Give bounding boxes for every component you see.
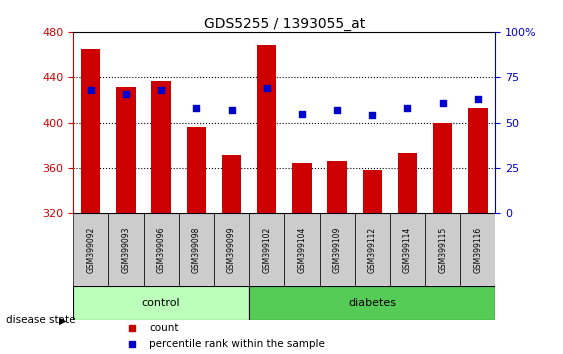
Text: GSM399104: GSM399104	[297, 227, 306, 273]
Bar	[81, 49, 100, 213]
Title: GDS5255 / 1393055_at: GDS5255 / 1393055_at	[204, 17, 365, 31]
Text: GSM399114: GSM399114	[403, 227, 412, 273]
Text: count: count	[149, 323, 178, 333]
Point	[333, 107, 342, 113]
Text: GSM399098: GSM399098	[192, 227, 201, 273]
Text: GSM399092: GSM399092	[86, 227, 95, 273]
Bar	[425, 213, 461, 286]
Bar	[284, 213, 320, 286]
Text: control: control	[142, 298, 181, 308]
Bar	[355, 213, 390, 286]
Bar	[257, 45, 276, 213]
Bar	[433, 122, 452, 213]
Point	[473, 96, 482, 102]
Bar	[214, 213, 249, 286]
Text: GSM399115: GSM399115	[438, 227, 447, 273]
Point	[262, 85, 271, 91]
Point	[297, 111, 306, 116]
Point	[368, 113, 377, 118]
Bar	[328, 161, 347, 213]
Text: GSM399093: GSM399093	[122, 227, 131, 273]
Text: GSM399116: GSM399116	[473, 227, 482, 273]
Bar	[249, 286, 495, 320]
Text: GSM399096: GSM399096	[157, 227, 166, 273]
Point	[157, 87, 166, 93]
Bar	[320, 213, 355, 286]
Bar	[73, 286, 249, 320]
Bar	[108, 213, 144, 286]
Bar	[468, 108, 488, 213]
Text: ▶: ▶	[59, 316, 66, 326]
Bar	[151, 81, 171, 213]
Point	[192, 105, 201, 111]
Point	[438, 100, 447, 105]
Point	[122, 91, 131, 96]
Bar	[363, 170, 382, 213]
Bar	[390, 213, 425, 286]
Bar	[187, 127, 206, 213]
Bar	[222, 155, 241, 213]
Text: GSM399109: GSM399109	[333, 227, 342, 273]
Bar	[249, 213, 284, 286]
Text: GSM399099: GSM399099	[227, 227, 236, 273]
Text: percentile rank within the sample: percentile rank within the sample	[149, 339, 325, 349]
Bar	[117, 87, 136, 213]
Point	[86, 87, 95, 93]
Text: disease state: disease state	[6, 315, 75, 325]
Bar	[461, 213, 495, 286]
Bar	[144, 213, 179, 286]
Text: diabetes: diabetes	[348, 298, 396, 308]
Point	[403, 105, 412, 111]
Bar	[398, 153, 417, 213]
Bar	[73, 213, 108, 286]
Point	[227, 107, 236, 113]
Bar	[179, 213, 214, 286]
Text: GSM399112: GSM399112	[368, 227, 377, 273]
Bar	[292, 164, 311, 213]
Text: GSM399102: GSM399102	[262, 227, 271, 273]
